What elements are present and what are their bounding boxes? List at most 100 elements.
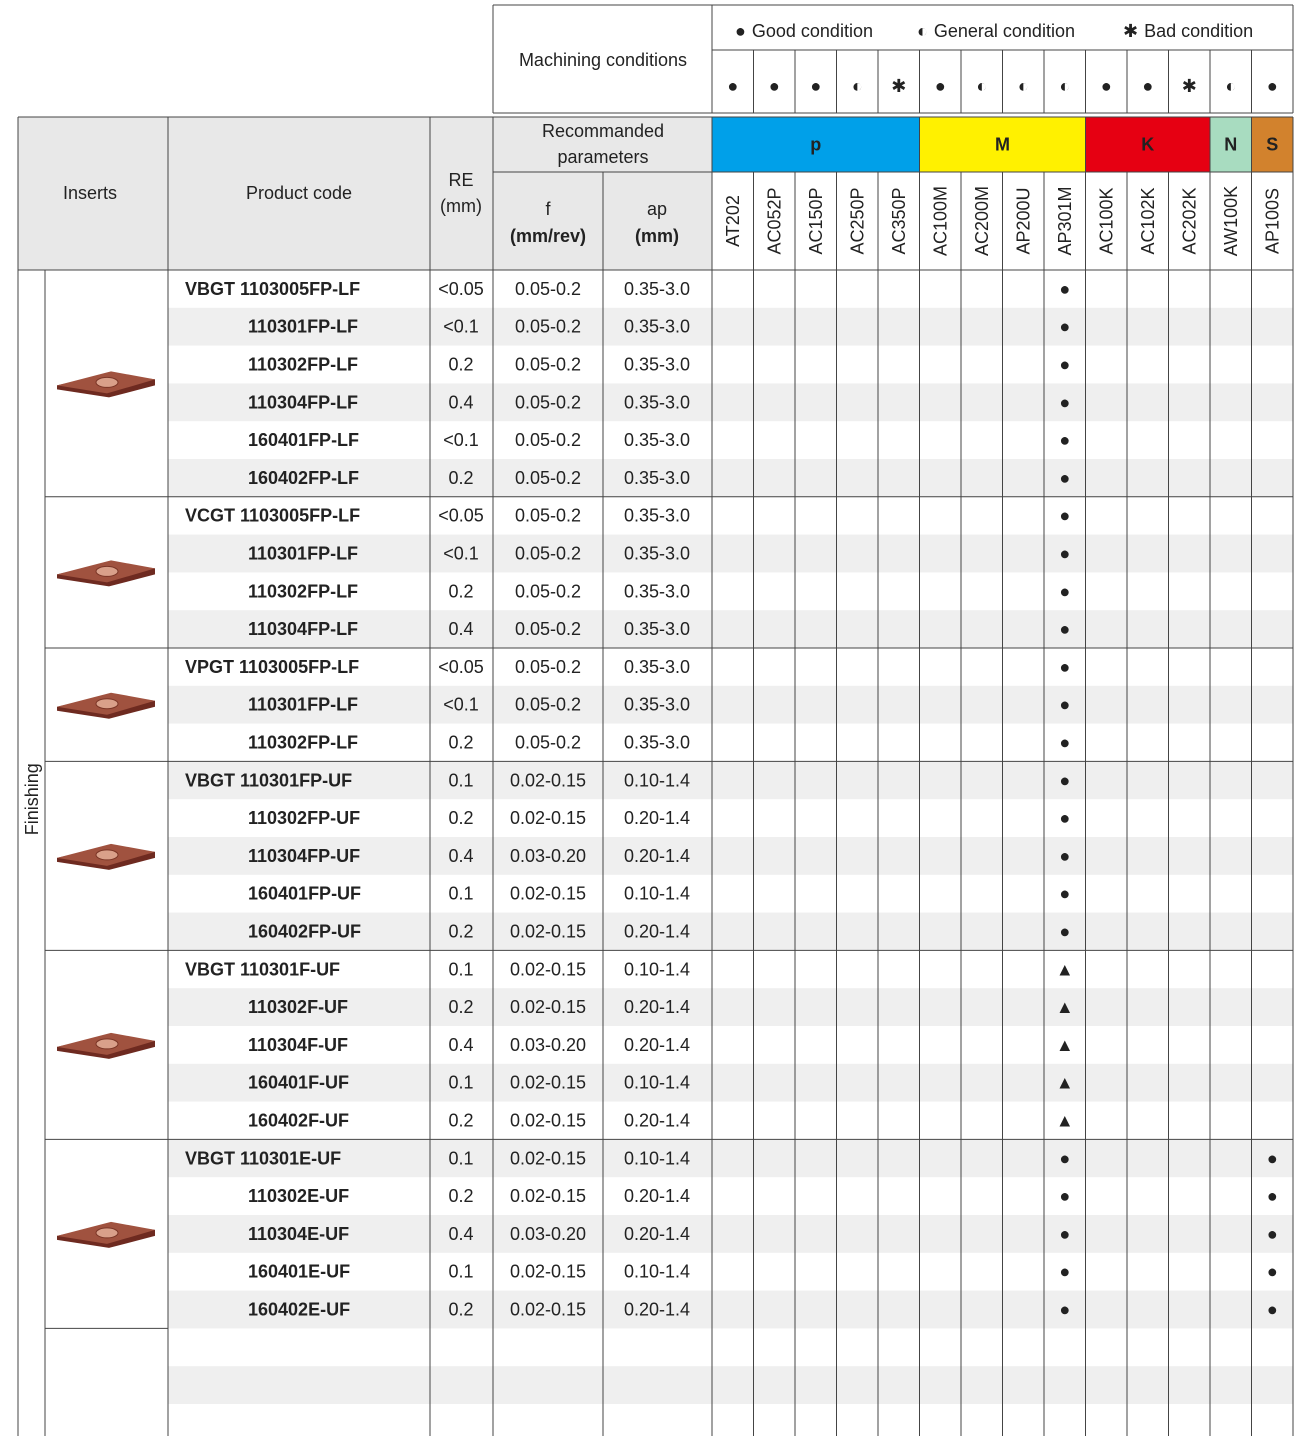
re-value: 0.2 (448, 1300, 473, 1320)
f-value: 0.05-0.2 (515, 733, 581, 753)
product-code: 110304FP-UF (248, 846, 360, 866)
ap-value: 0.10-1.4 (624, 1073, 690, 1093)
grade-mark: ● (1059, 506, 1070, 526)
f-value: 0.05-0.2 (515, 317, 581, 337)
f-value: 0.03-0.20 (510, 1035, 586, 1055)
grade-mark: ▲ (1056, 1111, 1074, 1131)
re-value: 0.2 (448, 468, 473, 488)
product-code: 110302E-UF (248, 1186, 349, 1206)
row-shade (168, 459, 1293, 497)
f-value: 0.02-0.15 (510, 884, 586, 904)
re-value: 0.4 (448, 1035, 473, 1055)
grade-mark: ▲ (1056, 1035, 1074, 1055)
re-value: 0.1 (448, 770, 473, 790)
product-code: VCGT 1103005FP-LF (185, 506, 360, 526)
grade-mark: ● (1059, 808, 1070, 828)
insert-hole (95, 849, 119, 861)
condition-symbol: ◐ (852, 76, 863, 96)
re-value: 0.1 (448, 1262, 473, 1282)
f-value: 0.05-0.2 (515, 468, 581, 488)
ap-value: 0.35-3.0 (624, 695, 690, 715)
ap-value: 0.20-1.4 (624, 1186, 690, 1206)
re-value: <0.1 (443, 695, 479, 715)
legend-label: Good condition (752, 21, 873, 41)
grade-name: AT202 (723, 195, 743, 247)
legend-item: ✱ Bad condition (1123, 21, 1253, 41)
ap-value: 0.20-1.4 (624, 808, 690, 828)
f-value: 0.05-0.2 (515, 619, 581, 639)
ap-value: 0.10-1.4 (624, 1148, 690, 1168)
product-code: 110302FP-LF (248, 355, 358, 375)
ap-value: 0.35-3.0 (624, 392, 690, 412)
condition-symbol: ◐ (1225, 76, 1236, 96)
grade-mark: ● (1059, 770, 1070, 790)
grade-mark: ● (1059, 581, 1070, 601)
material-band (919, 117, 1086, 172)
f-value: 0.03-0.20 (510, 1224, 586, 1244)
product-code: VBGT 110301E-UF (185, 1148, 341, 1168)
product-code: 110301FP-LF (248, 544, 358, 564)
material-name: K (1141, 135, 1154, 155)
row-shade (168, 1366, 1293, 1404)
grade-name: AC250P (847, 187, 867, 254)
grade-mark: ● (1267, 1262, 1278, 1282)
row-shade (168, 1139, 1293, 1178)
f-value: 0.05-0.2 (515, 581, 581, 601)
product-code: 160402FP-UF (248, 922, 361, 942)
ap-value: 0.35-3.0 (624, 430, 690, 450)
re-value: <0.1 (443, 430, 479, 450)
grade-name: AC052P (764, 187, 784, 254)
material-name: N (1224, 135, 1237, 155)
insert-hole (95, 1038, 119, 1050)
product-code: VBGT 110301F-UF (185, 959, 340, 979)
f-value: 0.02-0.15 (510, 1111, 586, 1131)
product-code: 110302FP-UF (248, 808, 360, 828)
header-label: (mm) (635, 226, 679, 246)
condition-symbol: ◐ (1018, 76, 1029, 96)
header-label: Recommanded (542, 121, 664, 141)
grade-mark: ● (1059, 695, 1070, 715)
f-value: 0.05-0.2 (515, 355, 581, 375)
grade-mark: ● (1059, 468, 1070, 488)
ap-value: 0.20-1.4 (624, 1300, 690, 1320)
material-band (1085, 117, 1210, 172)
ap-value: 0.20-1.4 (624, 1111, 690, 1131)
f-value: 0.02-0.15 (510, 1262, 586, 1282)
material-band (712, 117, 920, 172)
grade-name: AC102K (1138, 187, 1158, 254)
product-code: 160401FP-UF (248, 884, 361, 904)
header-label: RE (448, 170, 473, 190)
grade-mark: ● (1267, 1300, 1278, 1320)
grade-mark: ● (1059, 619, 1070, 639)
grade-name: AP301M (1055, 186, 1075, 255)
f-value: 0.05-0.2 (515, 506, 581, 526)
material-band (1210, 117, 1252, 172)
product-code: 110304FP-LF (248, 619, 358, 639)
ap-value: 0.35-3.0 (624, 581, 690, 601)
grade-name: AC202K (1179, 187, 1199, 254)
grade-name: AC100K (1096, 187, 1116, 254)
condition-symbol: ◐ (976, 76, 987, 96)
product-code: VBGT 1103005FP-LF (185, 279, 360, 299)
condition-symbol: ● (1101, 76, 1112, 96)
condition-symbol: ✱ (891, 76, 906, 96)
ap-value: 0.35-3.0 (624, 544, 690, 564)
grade-name: AP200U (1013, 187, 1033, 254)
legend-label: General condition (934, 21, 1075, 41)
f-value: 0.05-0.2 (515, 657, 581, 677)
grade-mark: ● (1059, 1186, 1070, 1206)
product-code: 160402E-UF (248, 1300, 350, 1320)
f-value: 0.02-0.15 (510, 997, 586, 1017)
header-label: f (545, 199, 551, 219)
re-value: 0.1 (448, 959, 473, 979)
row-shade (168, 610, 1293, 648)
re-value: <0.1 (443, 544, 479, 564)
grade-mark: ● (1059, 884, 1070, 904)
grade-name: AC200M (972, 186, 992, 256)
grade-mark: ● (1059, 657, 1070, 677)
grade-mark: ● (1059, 544, 1070, 564)
re-value: 0.4 (448, 846, 473, 866)
product-code: VBGT 110301FP-UF (185, 770, 352, 790)
row-shade (168, 837, 1293, 875)
